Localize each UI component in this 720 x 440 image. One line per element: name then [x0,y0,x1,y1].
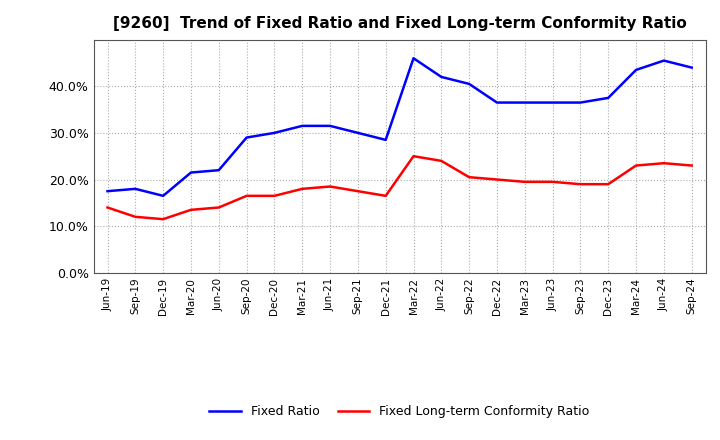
Fixed Ratio [576,100,585,105]
Line: Fixed Long-term Conformity Ratio: Fixed Long-term Conformity Ratio [107,156,692,219]
Fixed Long-term Conformity Ratio [242,193,251,198]
Fixed Long-term Conformity Ratio [298,186,307,191]
Fixed Ratio [242,135,251,140]
Fixed Long-term Conformity Ratio [688,163,696,168]
Fixed Long-term Conformity Ratio [492,177,501,182]
Fixed Ratio [549,100,557,105]
Fixed Long-term Conformity Ratio [660,161,668,166]
Fixed Long-term Conformity Ratio [465,175,474,180]
Fixed Ratio [382,137,390,143]
Fixed Ratio [492,100,501,105]
Fixed Ratio [409,55,418,61]
Fixed Long-term Conformity Ratio [215,205,223,210]
Fixed Long-term Conformity Ratio [604,182,613,187]
Fixed Ratio [521,100,529,105]
Fixed Long-term Conformity Ratio [159,216,168,222]
Fixed Long-term Conformity Ratio [521,179,529,184]
Fixed Ratio [186,170,195,175]
Fixed Ratio [437,74,446,80]
Fixed Long-term Conformity Ratio [437,158,446,164]
Fixed Long-term Conformity Ratio [270,193,279,198]
Fixed Long-term Conformity Ratio [576,182,585,187]
Fixed Ratio [660,58,668,63]
Fixed Ratio [131,186,140,191]
Fixed Long-term Conformity Ratio [409,154,418,159]
Legend: Fixed Ratio, Fixed Long-term Conformity Ratio: Fixed Ratio, Fixed Long-term Conformity … [204,400,595,423]
Fixed Long-term Conformity Ratio [631,163,640,168]
Fixed Ratio [354,130,362,136]
Fixed Long-term Conformity Ratio [354,188,362,194]
Fixed Long-term Conformity Ratio [186,207,195,213]
Line: Fixed Ratio: Fixed Ratio [107,58,692,196]
Fixed Ratio [159,193,168,198]
Fixed Long-term Conformity Ratio [382,193,390,198]
Fixed Long-term Conformity Ratio [325,184,334,189]
Fixed Ratio [215,168,223,173]
Fixed Ratio [103,188,112,194]
Fixed Long-term Conformity Ratio [131,214,140,220]
Fixed Ratio [325,123,334,128]
Fixed Ratio [688,65,696,70]
Fixed Ratio [298,123,307,128]
Fixed Ratio [631,67,640,73]
Title: [9260]  Trend of Fixed Ratio and Fixed Long-term Conformity Ratio: [9260] Trend of Fixed Ratio and Fixed Lo… [113,16,686,32]
Fixed Ratio [604,95,613,100]
Fixed Long-term Conformity Ratio [103,205,112,210]
Fixed Ratio [465,81,474,87]
Fixed Long-term Conformity Ratio [549,179,557,184]
Fixed Ratio [270,130,279,136]
